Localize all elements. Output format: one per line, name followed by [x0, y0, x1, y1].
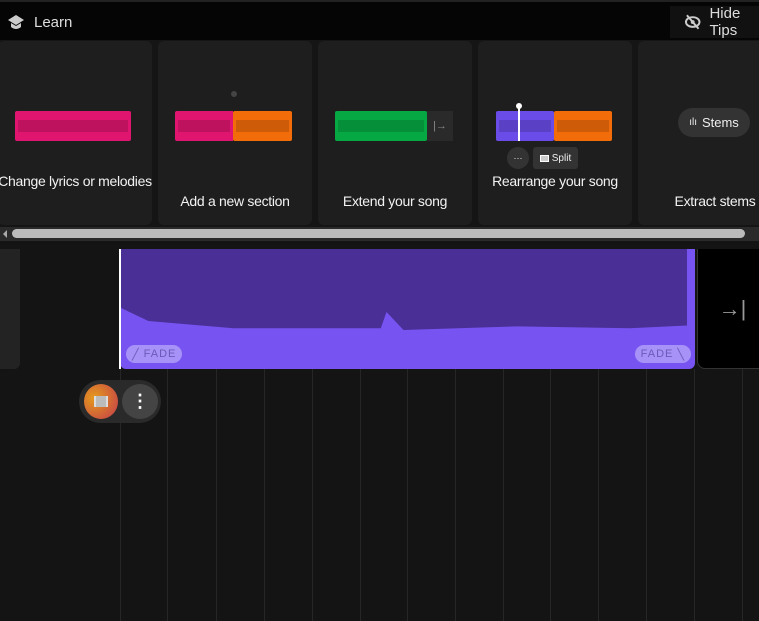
clip-start-marker — [119, 249, 121, 369]
learn-label: Learn — [34, 13, 73, 31]
hide-tips-button[interactable]: Hide Tips — [670, 5, 759, 39]
fade-in-button[interactable]: ╱ FADE — [126, 345, 183, 363]
card-caption: Change lyrics or melodies — [0, 173, 152, 189]
more-options-button[interactable]: ⋮ — [122, 384, 158, 419]
scroll-left-arrow[interactable] — [3, 230, 7, 238]
previous-clip[interactable] — [0, 249, 20, 369]
graduation-cap-icon — [8, 15, 24, 29]
fade-out-button[interactable]: FADE ╲ — [634, 345, 691, 363]
split-icon — [94, 396, 108, 407]
tip-card-change-lyrics[interactable]: Change lyrics or melodies — [0, 41, 152, 225]
pink-clip — [175, 111, 233, 141]
tips-header: Learn Hide Tips — [0, 0, 759, 40]
pink-clip — [15, 111, 131, 141]
eye-off-icon — [684, 14, 701, 30]
tip-card-rearrange[interactable]: ··· Split Rearrange your song — [478, 41, 632, 225]
audio-clip[interactable]: ╱ FADE FADE ╲ — [119, 249, 695, 369]
tip-card-add-section[interactable]: Add a new section — [158, 41, 312, 225]
stems-button[interactable]: ılı Stems — [678, 108, 750, 137]
scrollbar-thumb[interactable] — [12, 229, 745, 238]
card-caption: Rearrange your song — [492, 173, 618, 189]
fade-in-label: FADE — [143, 348, 177, 360]
orange-clip — [554, 111, 612, 141]
card-caption: Extract stems — [674, 193, 756, 209]
split-icon — [539, 154, 549, 162]
horizontal-scrollbar[interactable] — [0, 227, 759, 241]
learn-button[interactable]: Learn — [7, 13, 72, 31]
waveform-icon: ılı — [689, 117, 697, 128]
extend-song-button[interactable]: →| — [697, 249, 759, 369]
drag-dot — [231, 91, 237, 97]
card-caption: Add a new section — [180, 193, 290, 209]
orange-clip — [233, 111, 292, 141]
playhead — [518, 105, 520, 141]
split-label: Split — [551, 152, 572, 164]
track-avatar-button[interactable] — [84, 384, 118, 419]
more-button[interactable]: ··· — [507, 147, 529, 169]
split-button[interactable]: Split — [533, 147, 578, 169]
arrow-to-end-icon: →| — [718, 295, 747, 321]
fade-out-label: FADE — [640, 348, 674, 360]
extend-arrow-icon: |→ — [427, 111, 453, 141]
waveform — [120, 249, 687, 330]
tip-card-extract-stems[interactable]: ılı Stems Extract stems — [638, 41, 759, 225]
stems-label: Stems — [701, 115, 739, 130]
fade-out-icon: ╲ — [677, 348, 685, 361]
fade-in-icon: ╱ — [132, 348, 140, 361]
playhead-knob — [516, 103, 522, 109]
green-clip — [335, 111, 427, 141]
purple-clip — [496, 111, 554, 141]
card-caption: Extend your song — [342, 193, 448, 209]
vertical-dots-icon: ⋮ — [131, 391, 149, 411]
tip-card-extend-song[interactable]: |→ Extend your song — [318, 41, 472, 225]
hide-tips-label: Hide Tips — [709, 5, 741, 39]
